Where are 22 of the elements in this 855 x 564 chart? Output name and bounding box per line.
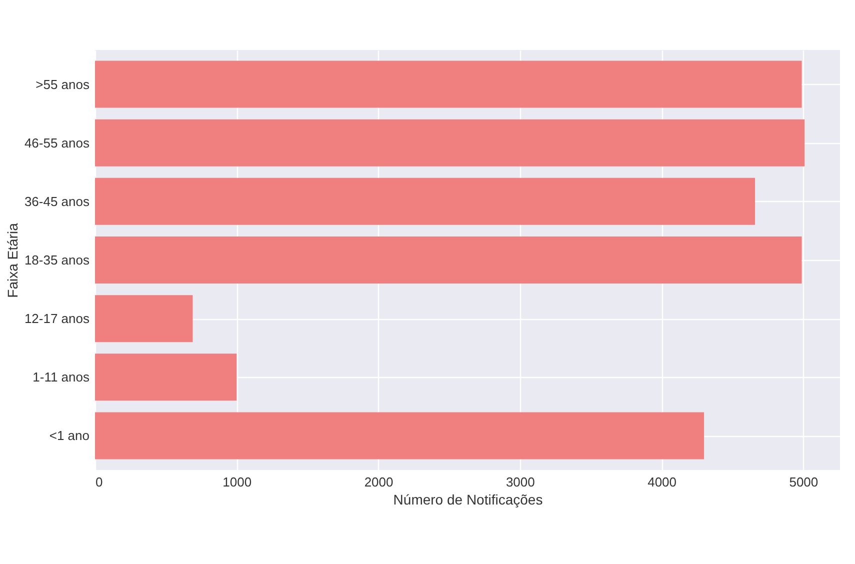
y-tick-label: 12-17 anos [24, 311, 90, 326]
bar [95, 295, 193, 342]
bar [95, 119, 805, 166]
x-tick-label: 4000 [648, 474, 676, 490]
y-tick-label: 46-55 anos [24, 135, 90, 150]
x-tick-label: 0 [96, 474, 103, 490]
x-tick-label: 3000 [506, 474, 535, 490]
y-tick-label: <1 ano [49, 428, 90, 444]
y-tick-label: 36-45 anos [24, 194, 90, 209]
bar [95, 412, 704, 460]
y-tick-label: 18-35 anos [24, 252, 90, 268]
x-axis-title: Número de Notificações [393, 492, 543, 508]
x-tick-label: 2000 [364, 474, 394, 490]
y-tick-label: >55 anos [36, 76, 90, 92]
bar [95, 236, 802, 284]
y-axis-title: Faixa Etária [4, 222, 20, 298]
bar [95, 60, 802, 108]
x-tick-label: 1000 [222, 474, 252, 490]
y-tick-label: 1-11 anos [32, 370, 90, 385]
bar [95, 178, 756, 225]
bar [95, 354, 237, 401]
x-tick-label: 5000 [789, 474, 818, 490]
